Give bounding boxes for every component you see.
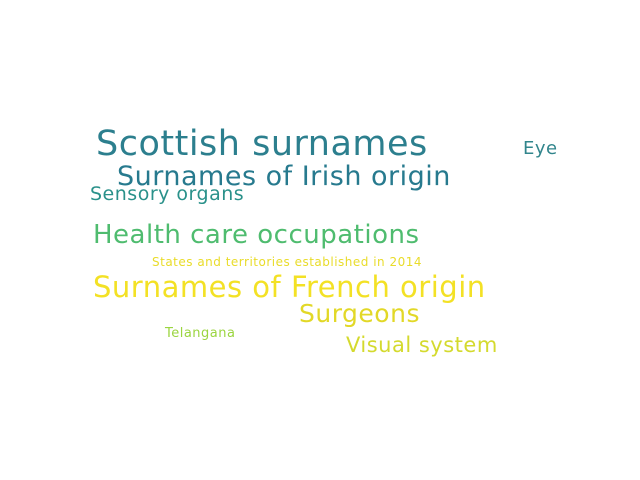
word-scottish-surnames: Scottish surnames xyxy=(96,124,428,164)
word-surgeons: Surgeons xyxy=(299,299,420,328)
word-eye: Eye xyxy=(523,138,558,159)
word-states-and-territories: States and territories established in 20… xyxy=(152,255,423,269)
word-health-care-occupations: Health care occupations xyxy=(93,220,420,250)
word-surnames-of-irish-origin: Surnames of Irish origin xyxy=(117,161,451,192)
word-telangana: Telangana xyxy=(165,326,236,341)
word-surnames-of-french-origin: Surnames of French origin xyxy=(93,270,486,304)
word-sensory-organs: Sensory organs xyxy=(90,183,245,205)
word-visual-system: Visual system xyxy=(346,333,498,357)
